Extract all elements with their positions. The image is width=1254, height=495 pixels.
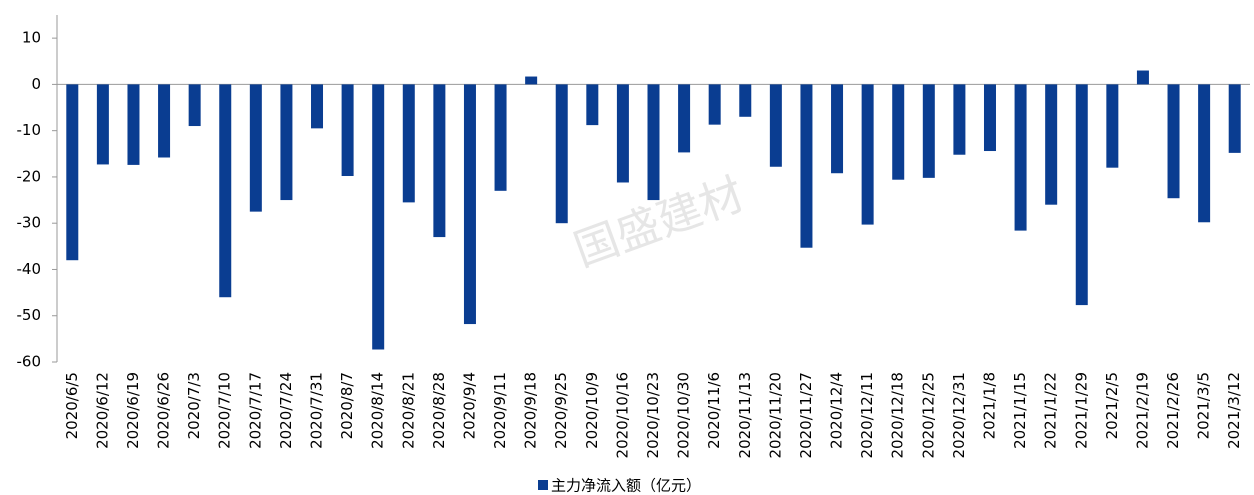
x-tick-label: 2021/1/8: [980, 372, 998, 439]
bar: [708, 84, 721, 125]
bar: [341, 84, 354, 177]
x-tick-label: 2020/7/17: [246, 372, 264, 449]
y-tick-label: -30: [17, 214, 42, 232]
bar: [280, 84, 293, 201]
x-tick-label: 2020/7/10: [216, 372, 234, 449]
bar: [1014, 84, 1027, 231]
x-tick-label: 2020/12/11: [858, 372, 876, 458]
x-tick-label: 2020/12/25: [919, 372, 937, 458]
x-tick-label: 2020/11/27: [797, 372, 815, 458]
x-tick-label: 2020/11/13: [736, 372, 754, 458]
bar: [831, 84, 844, 174]
bar: [739, 84, 752, 117]
bar: [616, 84, 629, 183]
y-tick-label: -50: [17, 306, 42, 324]
legend-label: 主力净流入额（亿元）: [551, 477, 701, 495]
x-tick-label: 2020/12/4: [828, 372, 846, 449]
x-tick-label: 2020/8/28: [430, 372, 448, 449]
x-tick-label: 2020/8/14: [369, 372, 387, 449]
x-tick-label: 2020/11/20: [766, 372, 784, 458]
bar: [433, 84, 446, 238]
x-tick-label: 2020/6/5: [63, 372, 81, 439]
bar: [158, 84, 171, 158]
x-tick-label: 2020/10/9: [583, 372, 601, 449]
x-tick-label: 2020/8/7: [338, 372, 356, 439]
x-tick-label: 2020/7/3: [185, 372, 203, 439]
x-tick-label: 2020/6/19: [124, 372, 142, 449]
x-tick-label: 2020/12/31: [950, 372, 968, 458]
bar: [1228, 84, 1241, 153]
bar: [311, 84, 324, 129]
y-tick-label: -10: [17, 121, 42, 139]
x-tick-label: 2020/11/6: [705, 372, 723, 449]
x-tick-label: 2021/3/12: [1225, 372, 1243, 449]
bar: [219, 84, 232, 298]
bar: [892, 84, 905, 180]
x-tick-label: 2020/7/31: [308, 372, 326, 449]
x-tick-label: 2020/10/16: [613, 372, 631, 458]
x-tick-label: 2020/12/18: [889, 372, 907, 458]
bar: [249, 84, 262, 212]
x-tick-label: 2021/1/15: [1011, 372, 1029, 449]
bar: [372, 84, 385, 350]
x-tick-label: 2021/2/26: [1164, 372, 1182, 449]
bar: [1075, 84, 1088, 306]
x-tick-label: 2020/9/25: [552, 372, 570, 449]
y-tick-label: -60: [17, 353, 42, 371]
bar: [555, 84, 568, 224]
bar: [463, 84, 476, 325]
y-tick-label: -20: [17, 167, 42, 185]
bar: [861, 84, 874, 225]
bar: [586, 84, 599, 126]
x-tick-label: 2021/3/5: [1195, 372, 1213, 439]
bar: [983, 84, 996, 152]
bar: [127, 84, 140, 165]
bar: [1136, 70, 1149, 85]
x-tick-label: 2021/1/22: [1042, 372, 1060, 449]
bar: [66, 84, 79, 261]
x-tick-label: 2020/9/11: [491, 372, 509, 449]
x-tick-label: 2021/2/19: [1133, 372, 1151, 449]
bar: [1167, 84, 1180, 199]
x-tick-label: 2021/1/29: [1072, 372, 1090, 449]
bar: [647, 84, 660, 201]
x-tick-label: 2020/10/23: [644, 372, 662, 458]
y-tick-label: 10: [22, 29, 41, 47]
x-tick-label: 2020/7/24: [277, 372, 295, 449]
bar: [953, 84, 966, 155]
bar: [769, 84, 782, 167]
bar: [678, 84, 691, 153]
bar: [1198, 84, 1211, 223]
x-tick-label: 2020/9/18: [522, 372, 540, 449]
bar: [800, 84, 813, 248]
x-tick-label: 2020/10/30: [675, 372, 693, 458]
x-tick-label: 2020/8/21: [399, 372, 417, 449]
bar: [922, 84, 935, 178]
x-tick-label: 2020/6/12: [93, 372, 111, 449]
bar: [1106, 84, 1119, 168]
legend-swatch: [538, 480, 548, 490]
bar: [1045, 84, 1058, 205]
x-tick-label: 2021/2/5: [1103, 372, 1121, 439]
y-tick-label: -40: [17, 260, 42, 278]
bar: [402, 84, 415, 203]
x-tick-label: 2020/9/4: [460, 372, 478, 439]
y-tick-label: 0: [31, 75, 41, 93]
bar: [494, 84, 507, 191]
bar: [96, 84, 109, 165]
bar: [525, 76, 538, 85]
x-tick-label: 2020/6/26: [155, 372, 173, 449]
bar: [188, 84, 201, 127]
